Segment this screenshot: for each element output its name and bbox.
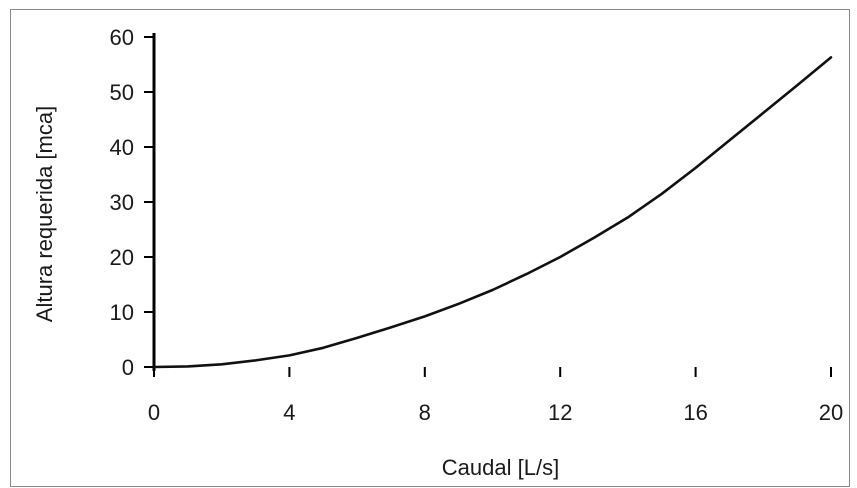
y-tick-label: 20 — [110, 245, 134, 270]
y-tick-label: 30 — [110, 190, 134, 215]
x-tick-label: 16 — [683, 400, 707, 425]
y-tick-label: 50 — [110, 80, 134, 105]
y-tick-label: 60 — [110, 25, 134, 50]
x-tick-label: 20 — [819, 400, 843, 425]
y-axis-ticks: 0 10 20 30 40 50 60 — [110, 25, 154, 380]
y-axis-title: Altura requerida [mca] — [32, 106, 57, 322]
y-tick-label: 0 — [122, 355, 134, 380]
x-tick-label: 0 — [148, 400, 160, 425]
x-tick-label: 12 — [548, 400, 572, 425]
x-tick-label: 4 — [283, 400, 295, 425]
x-axis-title: Caudal [L/s] — [442, 455, 559, 480]
y-tick-label: 10 — [110, 300, 134, 325]
series-line — [152, 56, 833, 369]
x-axis-ticks: 0 4 8 12 16 20 — [148, 367, 843, 425]
chart-frame — [10, 9, 850, 487]
x-tick-label: 8 — [419, 400, 431, 425]
y-tick-label: 40 — [110, 135, 134, 160]
